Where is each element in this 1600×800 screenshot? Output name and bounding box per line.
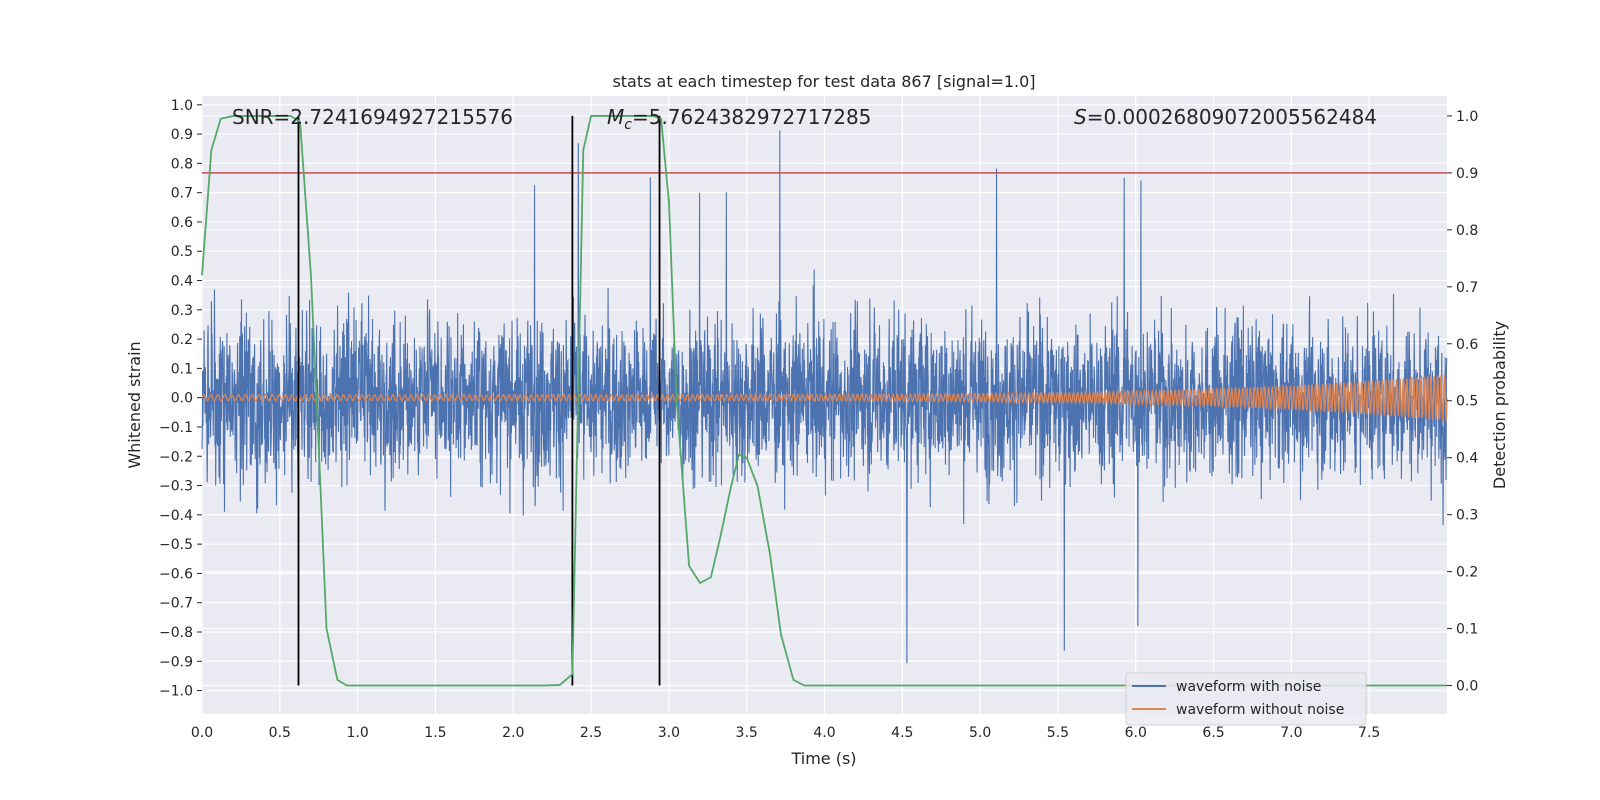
x-tick-label: 5.5 xyxy=(1047,725,1069,741)
y-left-tick-label: 0.8 xyxy=(171,156,193,172)
y-right-tick-label: 0.0 xyxy=(1456,679,1478,695)
y-left-tick-label: −0.3 xyxy=(159,479,193,495)
x-tick-label: 4.5 xyxy=(891,725,913,741)
legend-label-noise: waveform with noise xyxy=(1176,679,1321,695)
x-tick-label: 4.0 xyxy=(813,725,835,741)
x-tick-label: 2.5 xyxy=(580,725,602,741)
y-left-tick-label: 0.6 xyxy=(171,215,193,231)
y-left-tick-label: −0.1 xyxy=(159,420,193,436)
chirp-mass-annotation: Mc=5.7624382972717285 xyxy=(607,105,871,133)
y-axis-label-left: Whitened strain xyxy=(125,341,144,468)
x-axis-label: Time (s) xyxy=(790,749,856,768)
x-tick-label: 3.5 xyxy=(736,725,758,741)
y-left-tick-label: −0.8 xyxy=(159,625,193,641)
series-waveform-without-noise xyxy=(201,374,1448,422)
series-waveform-with-noise xyxy=(201,130,1448,664)
y-right-tick-label: 0.5 xyxy=(1456,394,1478,410)
y-right-tick-label: 1.0 xyxy=(1456,109,1478,125)
series-detection-probability xyxy=(201,115,1447,687)
y-left-tick-label: 1.0 xyxy=(171,98,193,114)
y-left-tick-label: 0.9 xyxy=(171,127,193,143)
y-left-tick-label: −1.0 xyxy=(159,684,193,700)
legend: waveform with noise waveform without noi… xyxy=(1125,672,1367,726)
x-tick-label: 7.5 xyxy=(1358,725,1380,741)
spin-annotation: S=0.00026809072005562484 xyxy=(1074,105,1377,129)
spin-value: =0.00026809072005562484 xyxy=(1087,105,1377,129)
y-right-tick-label: 0.7 xyxy=(1456,280,1478,296)
snr-annotation: SNR=2.7241694927215576 xyxy=(232,105,513,129)
chirp-mass-value: =5.7624382972717285 xyxy=(632,105,871,129)
x-tick-label: 6.5 xyxy=(1202,725,1224,741)
x-tick-label: 2.0 xyxy=(502,725,524,741)
legend-label-clean: waveform without noise xyxy=(1176,702,1344,718)
y-right-tick-label: 0.1 xyxy=(1456,622,1478,638)
y-left-tick-label: 0.2 xyxy=(171,332,193,348)
x-tick-label: 1.5 xyxy=(424,725,446,741)
chirp-mass-symbol: M xyxy=(607,105,624,129)
x-tick-label: 7.0 xyxy=(1280,725,1302,741)
y-left-tick-label: 0.0 xyxy=(171,391,193,407)
x-tick-label: 5.0 xyxy=(969,725,991,741)
y-left-tick-label: 0.5 xyxy=(171,244,193,260)
y-right-tick-label: 0.2 xyxy=(1456,565,1478,581)
y-right-tick-label: 0.8 xyxy=(1456,223,1478,239)
y-left-tick-label: 0.3 xyxy=(171,303,193,319)
y-left-tick-label: −0.2 xyxy=(159,449,193,465)
y-left-tick-label: 0.1 xyxy=(171,361,193,377)
chirp-mass-subscript: c xyxy=(624,117,632,133)
axes: 0.0 0.5 1.0 1.5 2.0 2.5 3.0 3.5 4.0 4.5 5.0 5.5 6.0 6… xyxy=(159,98,1478,741)
y-left-tick-label: −0.6 xyxy=(159,566,193,582)
legend-box xyxy=(1125,672,1367,726)
x-tick-label: 3.0 xyxy=(658,725,680,741)
y-left-tick-label: −0.9 xyxy=(159,654,193,670)
y-left-tick-label: 0.4 xyxy=(171,274,193,290)
y-axis-label-right: Detection probability xyxy=(1490,321,1509,489)
y-left-tick-label: −0.4 xyxy=(159,508,193,524)
y-right-tick-label: 0.9 xyxy=(1456,166,1478,182)
y-left-tick-label: 0.7 xyxy=(171,186,193,202)
x-tick-label: 0.0 xyxy=(191,725,213,741)
spin-symbol: S xyxy=(1074,105,1087,129)
y-left-tick-label: −0.7 xyxy=(159,596,193,612)
chart-title: stats at each timestep for test data 867… xyxy=(612,72,1035,91)
y-right-tick-label: 0.3 xyxy=(1456,508,1478,524)
y-right-tick-label: 0.4 xyxy=(1456,451,1478,467)
x-tick-label: 0.5 xyxy=(269,725,291,741)
plot-area xyxy=(201,115,1448,687)
x-tick-label: 1.0 xyxy=(346,725,368,741)
x-tick-label: 6.0 xyxy=(1125,725,1147,741)
y-right-tick-label: 0.6 xyxy=(1456,337,1478,353)
y-left-tick-label: −0.5 xyxy=(159,537,193,553)
